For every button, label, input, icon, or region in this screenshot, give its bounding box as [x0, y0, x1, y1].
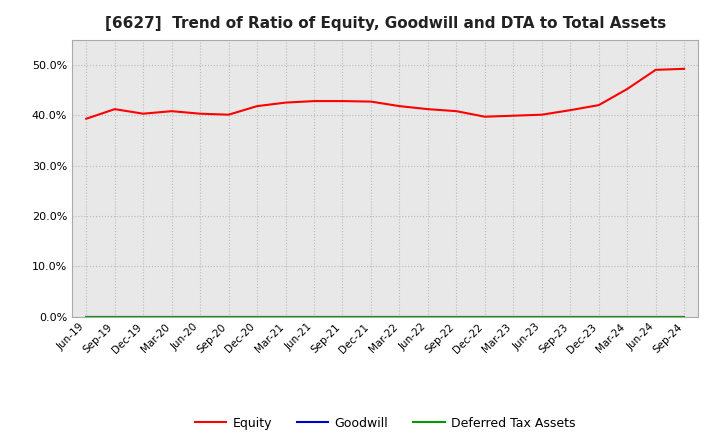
Equity [680, 66, 688, 71]
Deferred Tax Assets [110, 314, 119, 319]
Deferred Tax Assets [139, 314, 148, 319]
Goodwill [82, 314, 91, 319]
Deferred Tax Assets [253, 314, 261, 319]
Deferred Tax Assets [509, 314, 518, 319]
Deferred Tax Assets [82, 314, 91, 319]
Goodwill [623, 314, 631, 319]
Line: Equity: Equity [86, 69, 684, 119]
Equity [423, 106, 432, 112]
Title: [6627]  Trend of Ratio of Equity, Goodwill and DTA to Total Assets: [6627] Trend of Ratio of Equity, Goodwil… [104, 16, 666, 32]
Goodwill [366, 314, 375, 319]
Deferred Tax Assets [196, 314, 204, 319]
Equity [509, 113, 518, 118]
Equity [366, 99, 375, 104]
Deferred Tax Assets [480, 314, 489, 319]
Deferred Tax Assets [225, 314, 233, 319]
Deferred Tax Assets [395, 314, 404, 319]
Goodwill [225, 314, 233, 319]
Equity [595, 103, 603, 108]
Deferred Tax Assets [566, 314, 575, 319]
Deferred Tax Assets [423, 314, 432, 319]
Equity [225, 112, 233, 117]
Equity [566, 107, 575, 113]
Equity [196, 111, 204, 116]
Equity [110, 106, 119, 112]
Equity [652, 67, 660, 73]
Legend: Equity, Goodwill, Deferred Tax Assets: Equity, Goodwill, Deferred Tax Assets [190, 412, 580, 435]
Equity [167, 109, 176, 114]
Goodwill [110, 314, 119, 319]
Deferred Tax Assets [338, 314, 347, 319]
Goodwill [509, 314, 518, 319]
Deferred Tax Assets [623, 314, 631, 319]
Goodwill [282, 314, 290, 319]
Deferred Tax Assets [282, 314, 290, 319]
Goodwill [310, 314, 318, 319]
Equity [139, 111, 148, 116]
Equity [623, 86, 631, 92]
Equity [452, 109, 461, 114]
Deferred Tax Assets [366, 314, 375, 319]
Equity [253, 103, 261, 109]
Goodwill [537, 314, 546, 319]
Equity [338, 99, 347, 104]
Equity [395, 103, 404, 109]
Goodwill [139, 314, 148, 319]
Goodwill [452, 314, 461, 319]
Goodwill [480, 314, 489, 319]
Equity [480, 114, 489, 119]
Deferred Tax Assets [537, 314, 546, 319]
Equity [282, 100, 290, 105]
Deferred Tax Assets [595, 314, 603, 319]
Goodwill [595, 314, 603, 319]
Goodwill [253, 314, 261, 319]
Deferred Tax Assets [680, 314, 688, 319]
Goodwill [652, 314, 660, 319]
Goodwill [338, 314, 347, 319]
Deferred Tax Assets [652, 314, 660, 319]
Goodwill [680, 314, 688, 319]
Goodwill [167, 314, 176, 319]
Equity [310, 99, 318, 104]
Goodwill [395, 314, 404, 319]
Goodwill [196, 314, 204, 319]
Equity [82, 116, 91, 121]
Goodwill [423, 314, 432, 319]
Deferred Tax Assets [452, 314, 461, 319]
Deferred Tax Assets [310, 314, 318, 319]
Equity [537, 112, 546, 117]
Goodwill [566, 314, 575, 319]
Deferred Tax Assets [167, 314, 176, 319]
